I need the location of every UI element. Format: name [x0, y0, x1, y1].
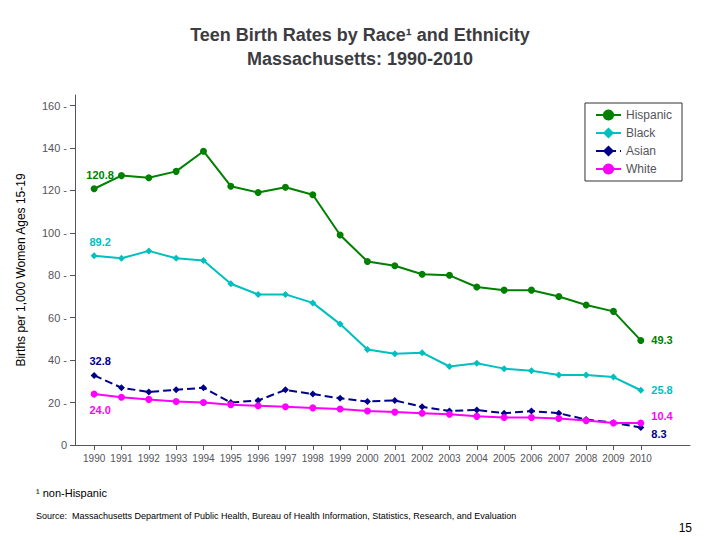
svg-text:Births per 1,000 Women Ages 15: Births per 1,000 Women Ages 15-19: [14, 173, 28, 367]
svg-text:40 -: 40 -: [48, 354, 67, 366]
svg-text:1998: 1998: [302, 453, 325, 464]
svg-text:2001: 2001: [384, 453, 407, 464]
svg-text:120.8: 120.8: [86, 169, 114, 181]
svg-text:49.3: 49.3: [651, 334, 672, 346]
svg-text:80 -: 80 -: [48, 269, 67, 281]
svg-text:2006: 2006: [520, 453, 543, 464]
svg-text:1991: 1991: [110, 453, 133, 464]
svg-text:2003: 2003: [438, 453, 461, 464]
svg-text:1994: 1994: [192, 453, 215, 464]
svg-text:Massachusetts: 1990-2010: Massachusetts: 1990-2010: [247, 49, 473, 69]
svg-text:Source: Massachusetts Departm: Source: Massachusetts Department of Publ…: [36, 511, 516, 521]
svg-text:2002: 2002: [411, 453, 434, 464]
svg-text:Asian: Asian: [626, 144, 656, 158]
svg-text:White: White: [626, 162, 657, 176]
svg-text:1996: 1996: [247, 453, 270, 464]
svg-text:140 -: 140 -: [42, 142, 67, 154]
svg-text:1999: 1999: [329, 453, 352, 464]
svg-text:1997: 1997: [274, 453, 297, 464]
svg-text:2005: 2005: [493, 453, 516, 464]
svg-text:2010: 2010: [630, 453, 653, 464]
svg-text:Black: Black: [626, 126, 656, 140]
svg-text:89.2: 89.2: [89, 236, 110, 248]
svg-text:2009: 2009: [602, 453, 625, 464]
svg-text:15: 15: [679, 521, 693, 535]
svg-text:Hispanic: Hispanic: [626, 108, 672, 122]
svg-text:160 -: 160 -: [42, 100, 67, 112]
svg-text:1992: 1992: [138, 453, 161, 464]
svg-text:32.8: 32.8: [89, 355, 110, 367]
svg-text:Teen Birth Rates by Race¹ and: Teen Birth Rates by Race¹ and Ethnicity: [190, 25, 530, 45]
svg-text:0: 0: [61, 439, 67, 451]
svg-text:8.3: 8.3: [651, 428, 666, 440]
svg-text:2008: 2008: [575, 453, 598, 464]
svg-text:100 -: 100 -: [42, 227, 67, 239]
svg-text:24.0: 24.0: [89, 404, 110, 416]
svg-text:1993: 1993: [165, 453, 188, 464]
svg-text:10.4: 10.4: [651, 410, 673, 422]
svg-text:2000: 2000: [356, 453, 379, 464]
svg-text:25.8: 25.8: [651, 384, 672, 396]
svg-text:60 -: 60 -: [48, 312, 67, 324]
svg-text:2007: 2007: [548, 453, 571, 464]
svg-text:2004: 2004: [466, 453, 489, 464]
svg-text:20 -: 20 -: [48, 397, 67, 409]
svg-text:1995: 1995: [220, 453, 243, 464]
svg-text:1990: 1990: [83, 453, 106, 464]
svg-text:¹ non-Hispanic: ¹ non-Hispanic: [36, 487, 107, 499]
svg-text:120 -: 120 -: [42, 184, 67, 196]
